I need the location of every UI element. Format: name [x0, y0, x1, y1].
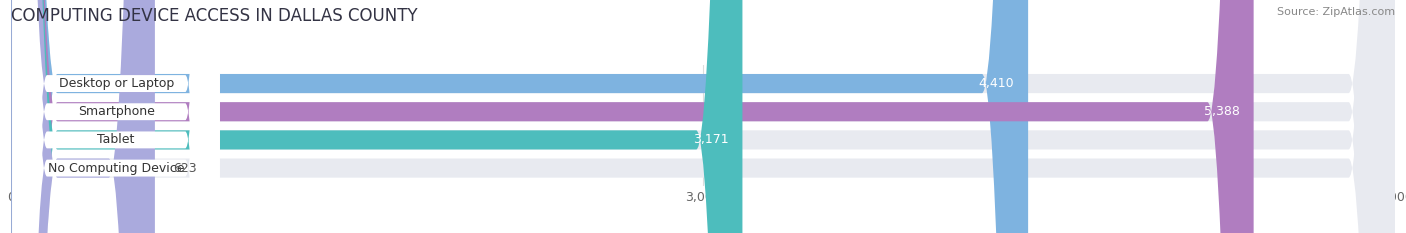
Text: Tablet: Tablet [97, 134, 135, 146]
FancyBboxPatch shape [11, 0, 1395, 233]
FancyBboxPatch shape [11, 0, 742, 233]
FancyBboxPatch shape [11, 0, 1395, 233]
FancyBboxPatch shape [11, 0, 1395, 233]
Text: Desktop or Laptop: Desktop or Laptop [59, 77, 174, 90]
Text: Smartphone: Smartphone [77, 105, 155, 118]
Text: No Computing Device: No Computing Device [48, 161, 184, 175]
FancyBboxPatch shape [13, 0, 219, 233]
Text: 3,171: 3,171 [693, 134, 728, 146]
Text: 5,388: 5,388 [1204, 105, 1240, 118]
FancyBboxPatch shape [11, 0, 1254, 233]
FancyBboxPatch shape [11, 0, 1395, 233]
Text: 623: 623 [173, 161, 197, 175]
FancyBboxPatch shape [13, 0, 219, 233]
FancyBboxPatch shape [13, 0, 219, 233]
Text: Source: ZipAtlas.com: Source: ZipAtlas.com [1277, 7, 1395, 17]
FancyBboxPatch shape [11, 0, 155, 233]
Text: 4,410: 4,410 [979, 77, 1014, 90]
Text: COMPUTING DEVICE ACCESS IN DALLAS COUNTY: COMPUTING DEVICE ACCESS IN DALLAS COUNTY [11, 7, 418, 25]
FancyBboxPatch shape [13, 0, 219, 233]
FancyBboxPatch shape [11, 0, 1028, 233]
